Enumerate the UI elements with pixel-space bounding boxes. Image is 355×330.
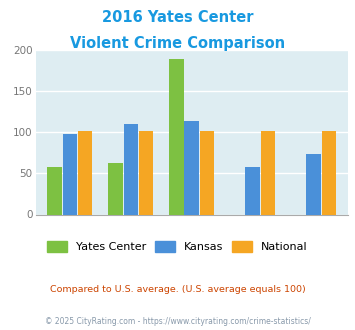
Bar xyxy=(124,124,138,214)
Bar xyxy=(322,131,336,214)
Bar xyxy=(185,121,199,214)
Bar xyxy=(139,131,153,214)
Bar xyxy=(108,163,123,214)
Text: 2016 Yates Center: 2016 Yates Center xyxy=(102,10,253,25)
Bar xyxy=(261,131,275,214)
Bar xyxy=(47,167,62,214)
Text: © 2025 CityRating.com - https://www.cityrating.com/crime-statistics/: © 2025 CityRating.com - https://www.city… xyxy=(45,317,310,326)
Bar xyxy=(169,59,184,214)
Text: Violent Crime Comparison: Violent Crime Comparison xyxy=(70,36,285,51)
Bar xyxy=(78,131,92,214)
Legend: Yates Center, Kansas, National: Yates Center, Kansas, National xyxy=(43,237,312,257)
Bar xyxy=(245,168,260,215)
Text: Compared to U.S. average. (U.S. average equals 100): Compared to U.S. average. (U.S. average … xyxy=(50,285,305,294)
Bar xyxy=(306,154,321,214)
Bar xyxy=(200,131,214,214)
Bar xyxy=(62,135,77,214)
